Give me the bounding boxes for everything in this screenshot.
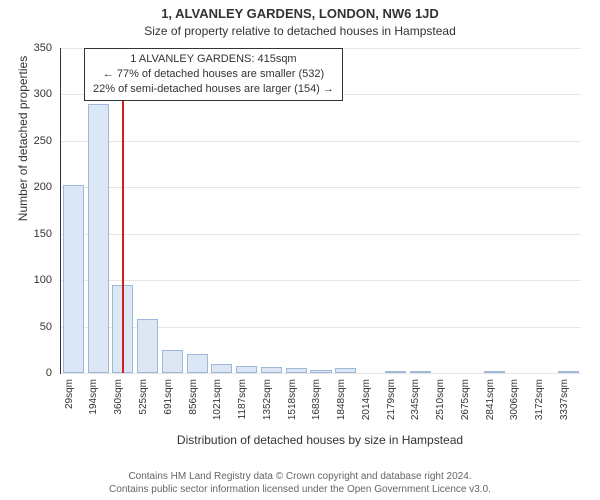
histogram-bar <box>187 354 208 373</box>
x-tick-label: 3337sqm <box>559 379 570 439</box>
histogram-bar <box>335 368 356 373</box>
gridline <box>61 234 581 235</box>
x-tick-label: 1848sqm <box>336 379 347 439</box>
y-tick-label: 250 <box>12 135 52 147</box>
x-tick-label: 2345sqm <box>410 379 421 439</box>
histogram-bar <box>385 371 406 373</box>
x-tick-label: 2510sqm <box>435 379 446 439</box>
x-tick-label: 3006sqm <box>509 379 520 439</box>
histogram-bar <box>558 371 579 373</box>
x-tick-label: 360sqm <box>113 379 124 439</box>
x-tick-label: 1683sqm <box>311 379 322 439</box>
x-tick-label: 3172sqm <box>534 379 545 439</box>
reference-infobox: 1 ALVANLEY GARDENS: 415sqm ← 77% of deta… <box>84 48 343 101</box>
y-tick-label: 0 <box>12 367 52 379</box>
x-tick-label: 194sqm <box>88 379 99 439</box>
x-tick-label: 1352sqm <box>262 379 273 439</box>
histogram-bar <box>286 368 307 373</box>
x-tick-label: 2675sqm <box>460 379 471 439</box>
gridline <box>61 280 581 281</box>
page-title: 1, ALVANLEY GARDENS, LONDON, NW6 1JD <box>0 6 600 21</box>
histogram-bar <box>236 366 257 373</box>
histogram-bar <box>310 370 331 373</box>
histogram-bar <box>410 371 431 373</box>
y-tick-label: 300 <box>12 88 52 100</box>
gridline <box>61 187 581 188</box>
infobox-line: 1 ALVANLEY GARDENS: 415sqm <box>93 52 334 67</box>
y-tick-label: 50 <box>12 321 52 333</box>
footer-line: Contains public sector information licen… <box>0 483 600 496</box>
histogram-bar <box>88 104 109 373</box>
chart-container: 1, ALVANLEY GARDENS, LONDON, NW6 1JD Siz… <box>0 0 600 500</box>
histogram-bar <box>484 371 505 373</box>
infobox-line: 22% of semi-detached houses are larger (… <box>93 82 334 97</box>
x-tick-label: 1187sqm <box>237 379 248 439</box>
footer-line: Contains HM Land Registry data © Crown c… <box>0 470 600 483</box>
x-tick-label: 2841sqm <box>485 379 496 439</box>
gridline <box>61 141 581 142</box>
chart-subtitle: Size of property relative to detached ho… <box>0 24 600 38</box>
attribution-footer: Contains HM Land Registry data © Crown c… <box>0 470 600 496</box>
x-tick-label: 856sqm <box>188 379 199 439</box>
x-tick-label: 1518sqm <box>287 379 298 439</box>
x-tick-label: 2014sqm <box>361 379 372 439</box>
x-tick-label: 691sqm <box>163 379 174 439</box>
histogram-bar <box>137 319 158 373</box>
y-tick-label: 150 <box>12 228 52 240</box>
x-tick-label: 1021sqm <box>212 379 223 439</box>
histogram-bar <box>211 364 232 373</box>
x-tick-label: 29sqm <box>64 379 75 439</box>
histogram-bar <box>261 367 282 373</box>
infobox-line: ← 77% of detached houses are smaller (53… <box>93 67 334 82</box>
x-tick-label: 2179sqm <box>386 379 397 439</box>
histogram-bar <box>162 350 183 373</box>
y-tick-label: 200 <box>12 181 52 193</box>
y-tick-label: 100 <box>12 274 52 286</box>
histogram-bar <box>63 185 84 373</box>
y-tick-label: 350 <box>12 42 52 54</box>
x-tick-label: 525sqm <box>138 379 149 439</box>
gridline <box>61 373 581 374</box>
